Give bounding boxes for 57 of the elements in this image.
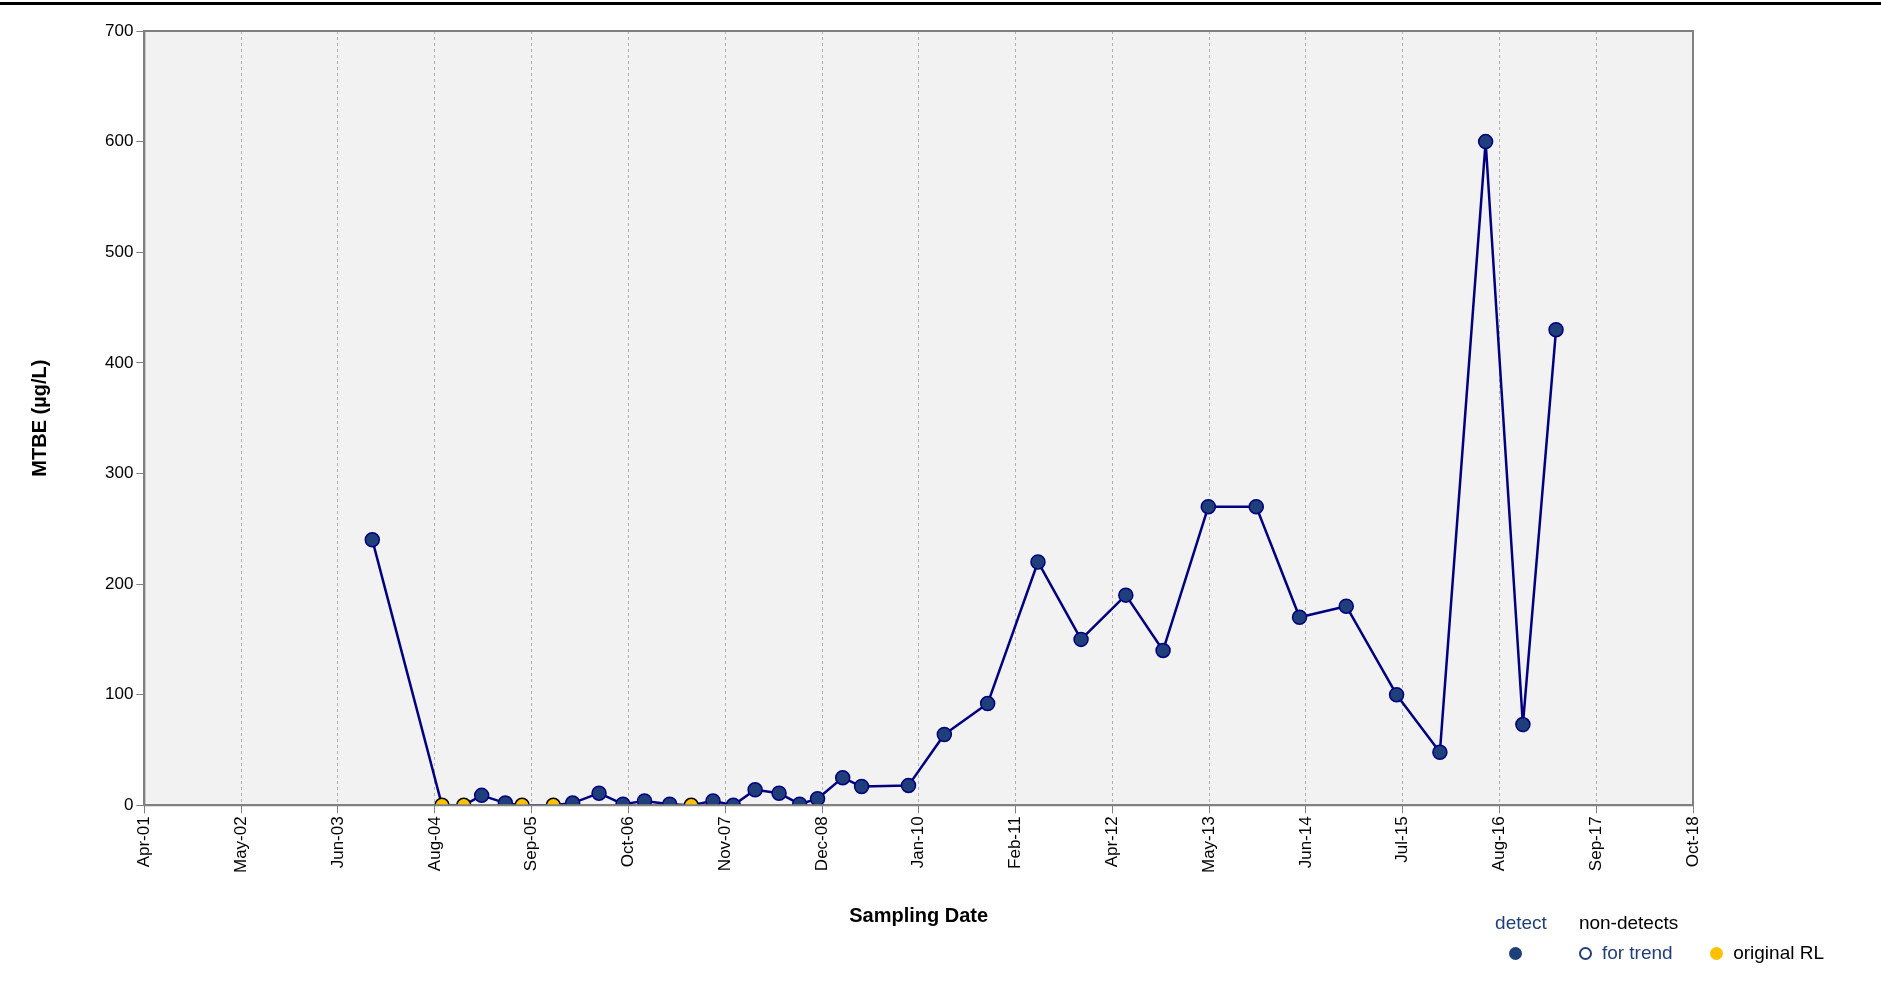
point (1477, 133, 1494, 150)
x-tick-label: Jan-10 (908, 816, 928, 869)
x-tick-label: Feb-11 (1005, 816, 1025, 869)
x-tick-label: Aug-16 (1489, 816, 1509, 872)
point (1073, 631, 1089, 648)
point (900, 777, 917, 794)
point (1248, 498, 1264, 515)
y-tick-label: 300 (104, 463, 134, 483)
point (473, 787, 490, 804)
point (809, 790, 826, 806)
point (591, 785, 607, 801)
y-tick-label: 200 (104, 573, 134, 593)
x-tick-label: Jun-14 (1295, 816, 1315, 869)
point (1118, 587, 1134, 603)
y-tick-label: 500 (104, 241, 134, 261)
point (705, 793, 721, 806)
y-axis-title: MTBE (µg/L) (27, 359, 50, 477)
point (636, 793, 653, 806)
x-tick-label: Dec-08 (811, 816, 831, 872)
point (1515, 716, 1531, 733)
x-tick-label: Aug-04 (424, 816, 444, 872)
legend-label: original RL (1733, 942, 1824, 964)
x-tick-label: May-02 (230, 816, 250, 873)
point (771, 785, 787, 801)
point (979, 695, 996, 712)
point (1200, 498, 1217, 515)
x-tick-label: Nov-07 (714, 816, 734, 872)
point (1432, 744, 1448, 760)
x-tick-label: Sep-05 (521, 816, 541, 872)
point (834, 769, 851, 786)
x-tick-label: Jun-03 (327, 816, 347, 869)
point (1291, 609, 1308, 626)
x-tick-label: Oct-06 (618, 816, 637, 868)
y-tick-label: 700 (104, 20, 134, 40)
x-tick-label: Jul-15 (1392, 816, 1412, 863)
y-tick-label: 100 (104, 684, 134, 704)
point (1030, 554, 1046, 570)
point (936, 726, 953, 743)
point (853, 778, 870, 795)
point (1338, 598, 1354, 614)
y-tick-label: 400 (104, 352, 134, 372)
legend-label: for trend (1601, 942, 1673, 964)
y-tick-label: 600 (104, 131, 134, 151)
x-tick-label: Apr-01 (134, 816, 154, 868)
y-tick-label: 0 (123, 795, 134, 814)
x-tick-label: Sep-17 (1585, 816, 1605, 872)
x-tick-label: Oct-18 (1682, 816, 1702, 868)
x-tick-label: May-13 (1198, 816, 1218, 873)
point (747, 782, 763, 798)
x-tick-label: Apr-12 (1102, 816, 1122, 868)
x-axis-title: Sampling Date (849, 903, 989, 926)
point (1388, 686, 1405, 703)
legend-title: non-detects (1578, 912, 1679, 935)
point (1548, 321, 1564, 338)
point (1155, 642, 1171, 659)
point (364, 532, 381, 548)
text: detect (1495, 912, 1547, 935)
